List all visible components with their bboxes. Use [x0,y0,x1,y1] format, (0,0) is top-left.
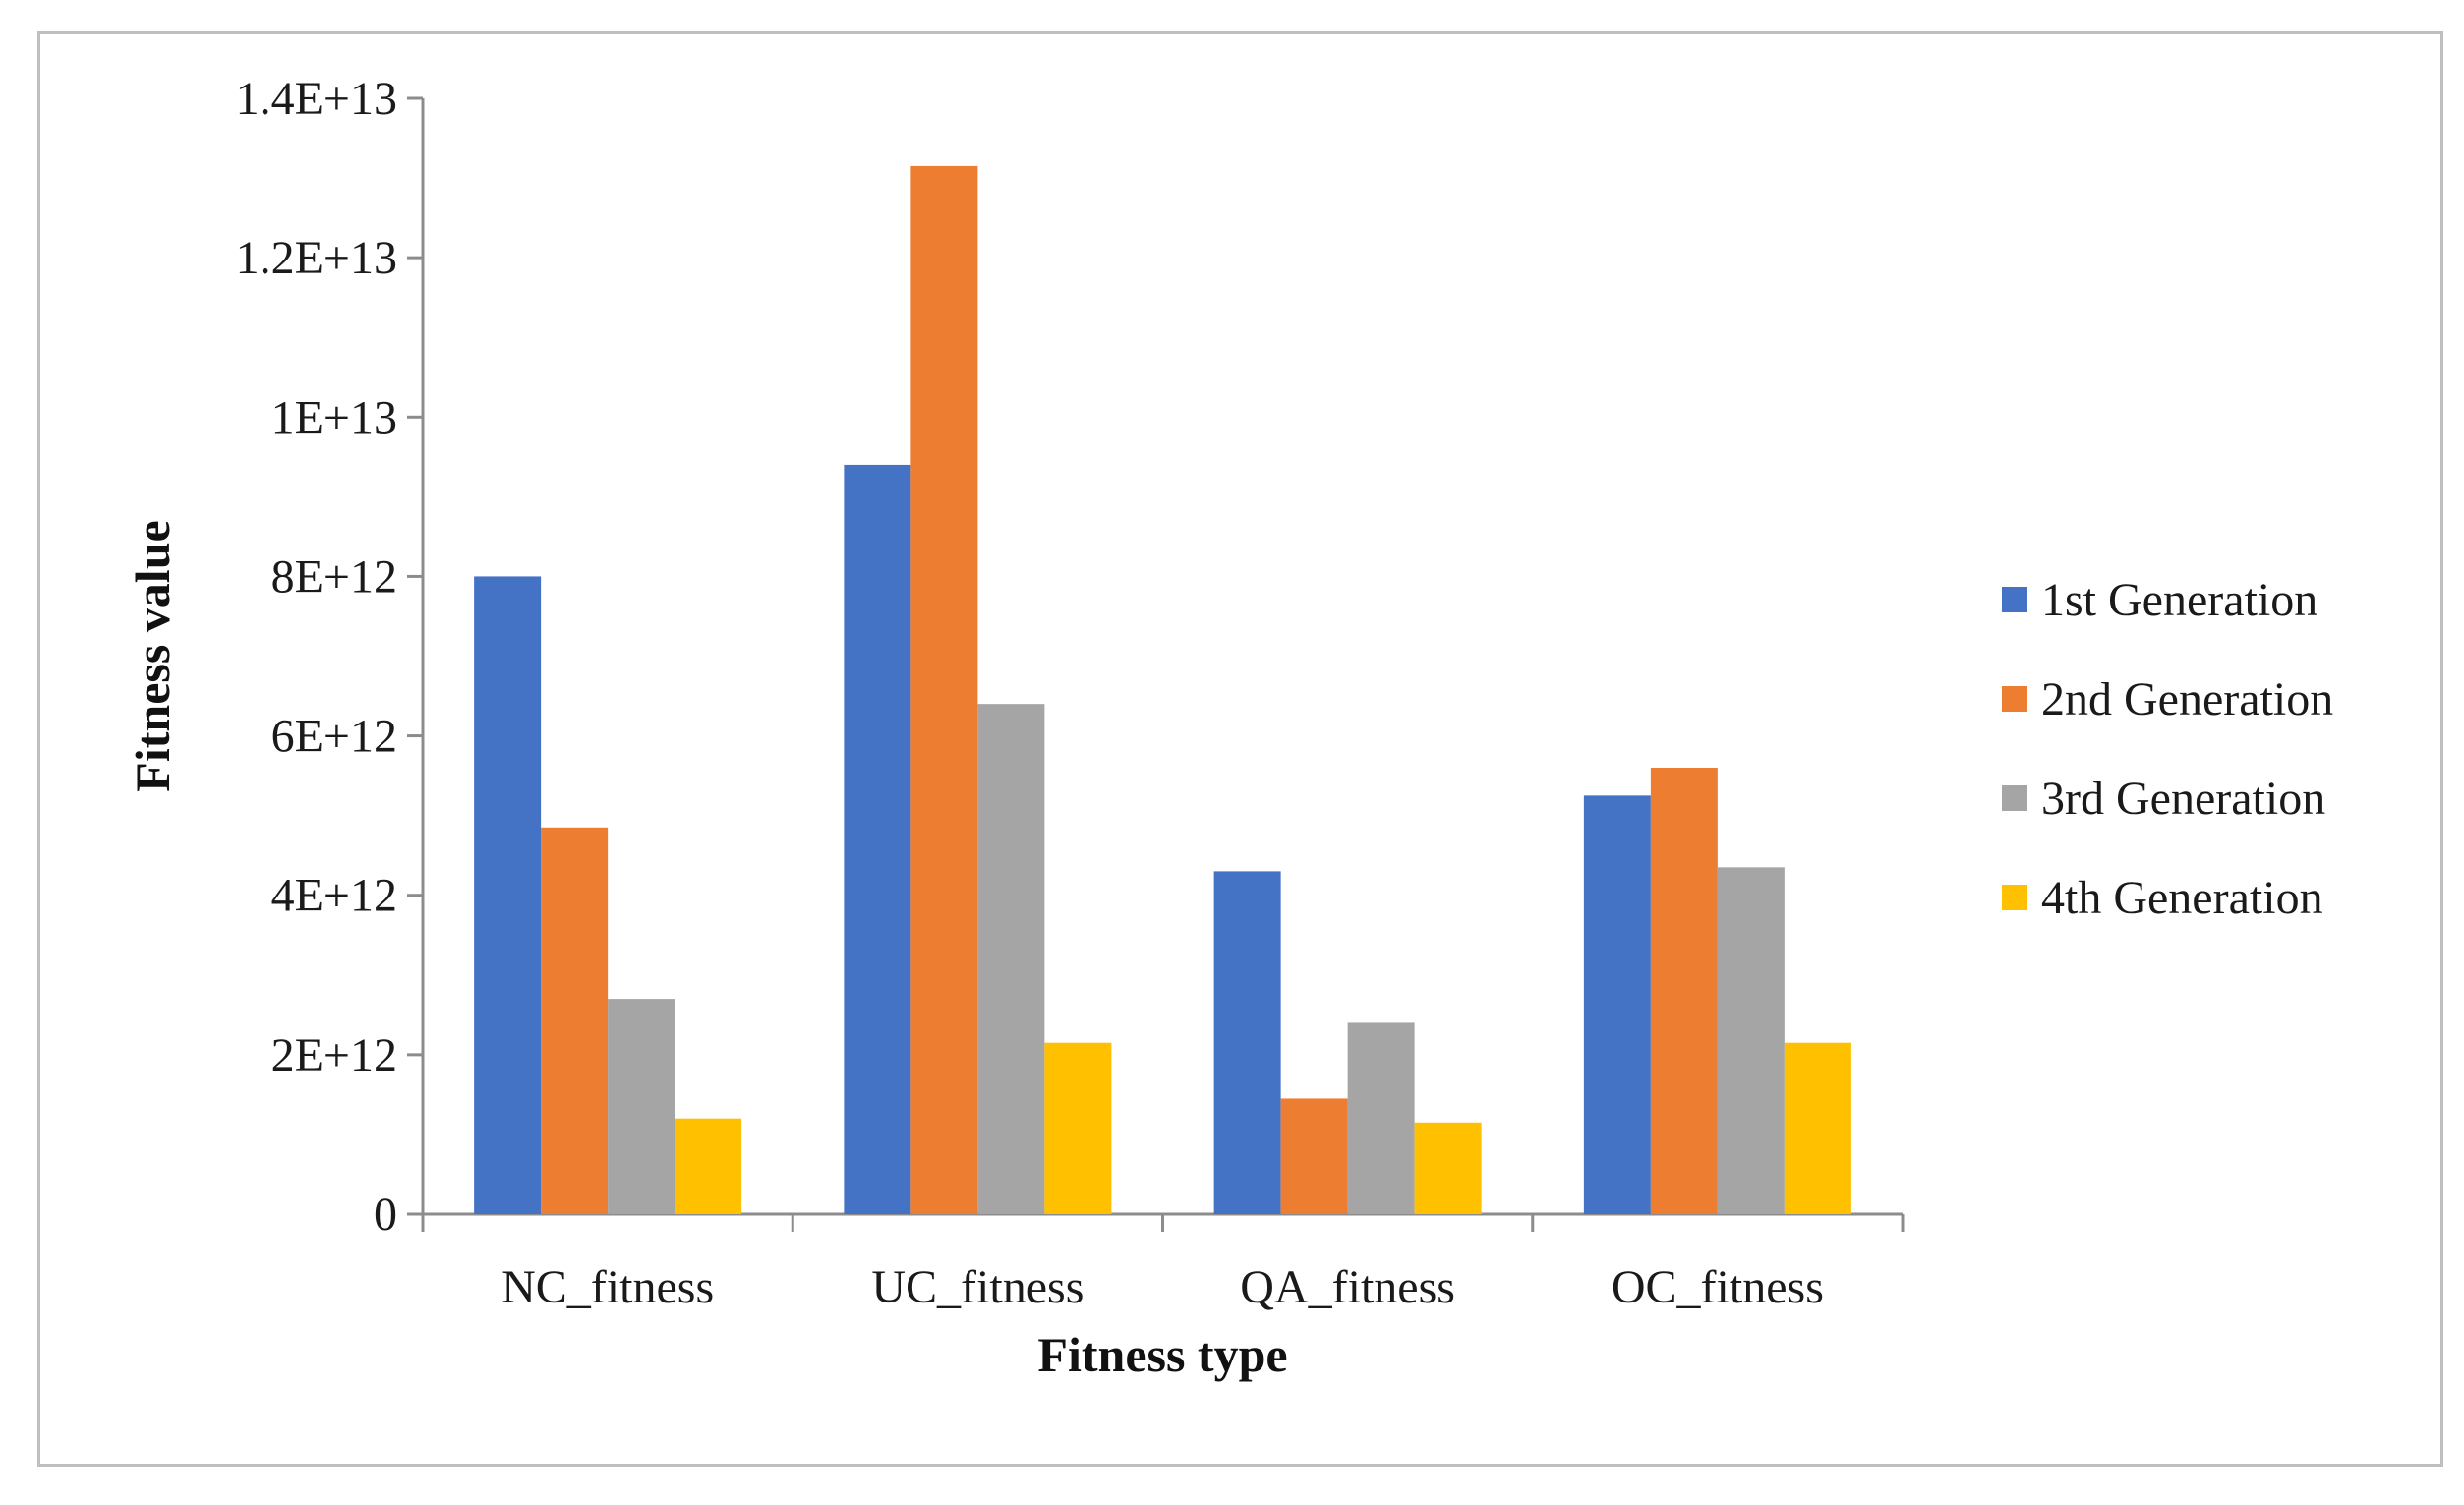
legend-label: 2nd Generation [2041,673,2333,725]
bar-4-uc-fitness [1044,1042,1112,1214]
legend-swatch [2002,686,2027,712]
y-tick-label: 4E+12 [271,870,397,922]
y-tick-label: 8E+12 [271,550,397,603]
x-category-label: QA_fitness [1240,1261,1455,1313]
x-category-label: NC_fitness [501,1261,714,1313]
y-tick-label: 1.4E+13 [236,73,397,125]
y-ticks: 0 2E+12 4E+12 6E+12 8E+12 1E+13 1.2E+13 1.4E+13 [236,73,423,1241]
legend-swatch [2002,785,2027,811]
y-tick-label: 1E+13 [271,391,397,443]
y-tick-label: 0 [374,1188,397,1241]
y-tick-label: 6E+12 [271,711,397,763]
plot-area: 0 2E+12 4E+12 6E+12 8E+12 1E+13 1.2E+13 1.4E+13… [236,73,1905,1313]
bar-2-uc-fitness [910,165,978,1214]
bar-4-nc-fitness [675,1118,742,1214]
legend-label: 1st Generation [2041,574,2317,626]
legend-swatch [2002,885,2027,910]
bar-3-uc-fitness [977,704,1045,1214]
bar-2-qa-fitness [1280,1098,1348,1214]
bar-2-oc-fitness [1650,768,1718,1214]
legend-swatch [2002,587,2027,612]
bar-3-nc-fitness [608,999,675,1214]
bar-4-oc-fitness [1784,1042,1851,1214]
y-tick-label: 2E+12 [271,1029,397,1081]
x-axis-title: Fitness type [1037,1327,1287,1382]
chart-frame [37,31,2443,1467]
bar-4-qa-fitness [1414,1122,1482,1214]
legend-label: 4th Generation [2041,872,2323,924]
legend-label: 3rd Generation [2041,773,2325,825]
y-axis-title: Fitness value [125,520,180,791]
bars [474,165,1851,1214]
bar-3-oc-fitness [1717,867,1785,1214]
bar-2-nc-fitness [541,827,609,1214]
x-category-label: OC_fitness [1612,1261,1824,1313]
bar-1-nc-fitness [474,576,542,1214]
x-category-label: UC_fitness [871,1261,1084,1313]
y-tick-label: 1.2E+13 [236,232,397,284]
legend: 1st Generation 2nd Generation 3rd Generati… [2002,574,2333,924]
bar-3-qa-fitness [1347,1022,1415,1214]
x-ticks: NC_fitness UC_fitness QA_fitness OC_fitness [421,1214,1905,1313]
bar-1-uc-fitness [844,464,911,1214]
bar-1-qa-fitness [1213,871,1281,1214]
bar-1-oc-fitness [1583,795,1651,1214]
